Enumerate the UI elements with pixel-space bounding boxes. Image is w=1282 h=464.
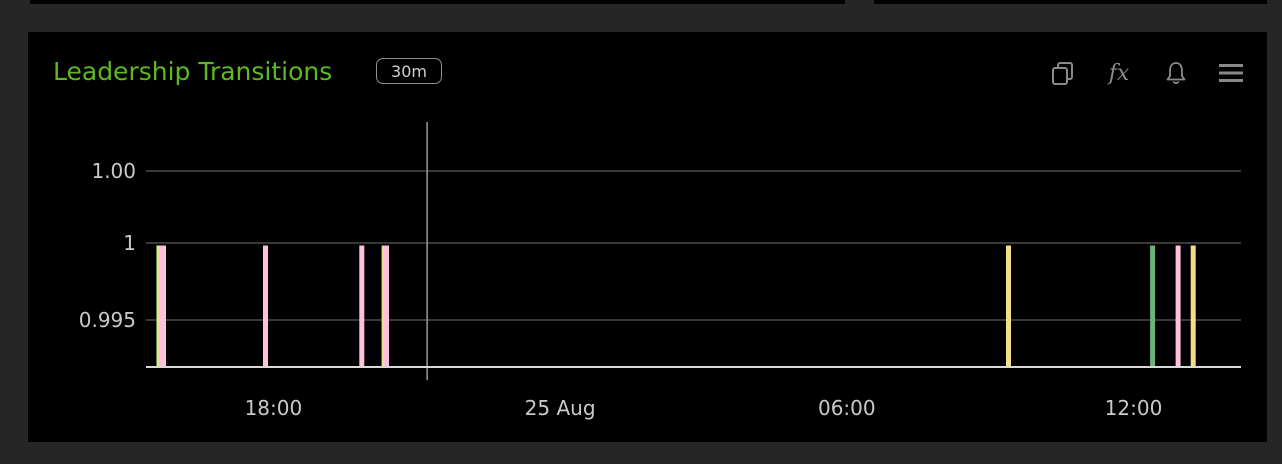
copy-icon[interactable] — [1048, 58, 1078, 88]
chart-bar[interactable] — [1006, 245, 1011, 368]
chart-bar[interactable] — [359, 245, 365, 368]
bars-layer — [156, 245, 1196, 368]
label-layer: 1.00 1 0.995 18:00 25 Aug 06:00 12:00 — [79, 159, 1163, 420]
axis-layer — [146, 122, 1241, 380]
fx-icon[interactable]: fx — [1108, 60, 1130, 86]
y-tick-label: 1 — [123, 231, 136, 255]
chart-bar[interactable] — [1190, 245, 1196, 368]
chart-panel: Leadership Transitions 30m fx 1.00 1 0.995… — [28, 32, 1267, 442]
chart-bar[interactable] — [384, 245, 389, 368]
grid-layer — [146, 170, 1241, 321]
chart-plot[interactable]: 1.00 1 0.995 18:00 25 Aug 06:00 12:00 — [28, 32, 1267, 442]
chart-bar[interactable] — [1175, 245, 1181, 368]
x-tick-label: 25 Aug — [525, 396, 596, 420]
x-tick-label: 18:00 — [245, 396, 303, 420]
time-range-badge[interactable]: 30m — [376, 58, 442, 84]
y-tick-label: 1.00 — [91, 159, 136, 183]
x-tick-label: 12:00 — [1105, 396, 1163, 420]
chart-bar[interactable] — [1150, 245, 1156, 368]
bell-icon[interactable] — [1161, 58, 1191, 88]
y-tick-label: 0.995 — [79, 308, 136, 332]
panel-title[interactable]: Leadership Transitions — [53, 57, 333, 86]
x-tick-label: 06:00 — [818, 396, 876, 420]
menu-icon[interactable] — [1216, 58, 1246, 88]
chart-bar[interactable] — [263, 245, 268, 368]
chart-bar[interactable] — [161, 245, 166, 368]
top-panel-edge-right — [874, 0, 1267, 4]
top-panel-edge-left — [30, 0, 845, 4]
